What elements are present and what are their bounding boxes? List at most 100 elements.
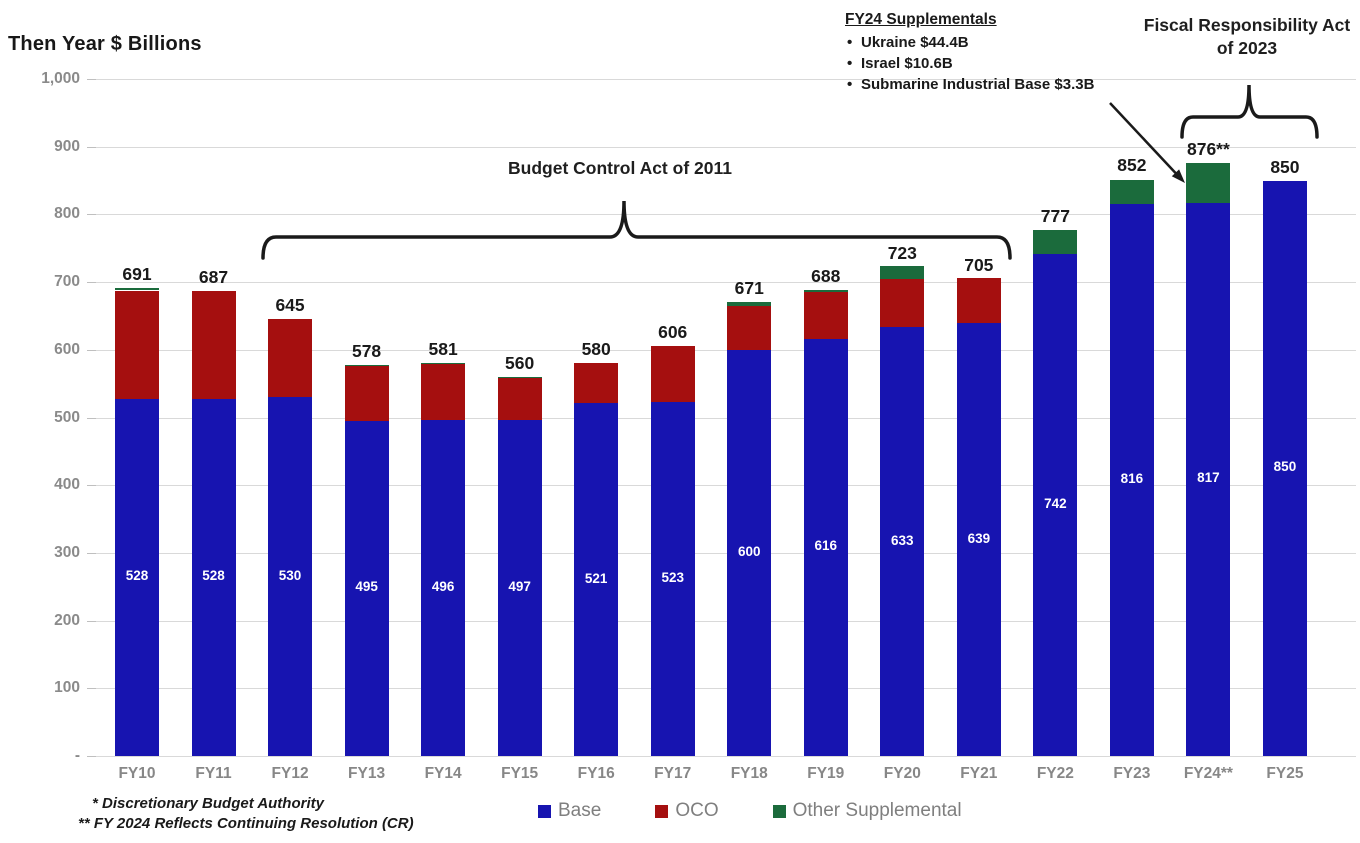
ytick-mark-900 — [87, 146, 96, 148]
fra-line1: Fiscal Responsibility Act — [1143, 15, 1351, 35]
gridline-800 — [96, 214, 1356, 216]
bar-FY12-base — [268, 397, 313, 756]
legend-label: OCO — [675, 800, 719, 821]
ytick-label-700: 700 — [54, 273, 80, 291]
fra-annotation-label: Fiscal Responsibility Act of 2023 — [1128, 14, 1360, 60]
ytick-label-0: - — [74, 747, 80, 764]
gridline-300 — [96, 552, 1356, 554]
bar-FY10-base — [115, 399, 159, 756]
ytick-label-600: 600 — [54, 340, 80, 358]
inbar-label-FY22: 742 — [1044, 495, 1067, 511]
gridline-700 — [96, 282, 1356, 284]
legend-swatch-other — [772, 804, 786, 818]
ytick-mark-1000 — [87, 79, 96, 80]
gridline-1000 — [96, 79, 1356, 80]
bar-FY23-other-supplemental — [1109, 180, 1154, 204]
inbar-label-FY14: 496 — [431, 579, 455, 595]
fy24-supplementals-list: Ukraine $44.4B Israel $10.6B Submarine I… — [845, 32, 1135, 95]
supplemental-item: Israel $10.6B — [845, 53, 1135, 74]
bar-FY10-other-supplemental — [115, 288, 159, 290]
ytick-mark-500 — [87, 417, 96, 419]
xtick-label-FY17: FY17 — [654, 765, 692, 782]
bar-FY15-other-supplemental — [497, 377, 542, 378]
bar-FY10-oco — [115, 291, 159, 399]
footnote-cr: ** FY 2024 Reflects Continuing Resolutio… — [78, 815, 414, 832]
total-label-FY25: 850 — [1270, 156, 1300, 177]
bar-FY18-base — [727, 350, 772, 756]
bar-FY23-base — [1109, 204, 1154, 756]
total-label-FY15: 560 — [505, 352, 535, 373]
ytick-mark-100 — [87, 688, 96, 690]
inbar-label-FY23: 816 — [1120, 470, 1144, 486]
gridline-900 — [96, 146, 1356, 148]
legend-label: Other Supplemental — [792, 800, 962, 821]
bar-FY20-base — [880, 327, 925, 756]
xtick-label-FY10: FY10 — [118, 765, 156, 782]
ytick-label-900: 900 — [54, 137, 80, 155]
chart-legend: Base OCO Other Supplemental — [538, 800, 962, 822]
bar-FY21-base — [956, 323, 1001, 756]
total-label-FY22: 777 — [1040, 205, 1070, 226]
bar-FY11-oco — [191, 291, 236, 399]
ytick-mark-600 — [87, 349, 96, 351]
ytick-label-800: 800 — [54, 205, 80, 223]
bar-FY14-other-supplemental — [421, 363, 466, 364]
gridline-0 — [96, 756, 1356, 757]
ytick-mark-200 — [87, 620, 96, 622]
footnotes: * Discretionary Budget Authority ** FY 2… — [78, 794, 414, 834]
total-label-FY21: 705 — [964, 254, 994, 275]
bar-FY11-base — [191, 399, 236, 756]
xtick-label-FY25: FY25 — [1266, 765, 1304, 782]
bar-FY21-oco — [956, 278, 1001, 323]
bar-FY16-oco — [574, 363, 619, 403]
xtick-label-FY20: FY20 — [883, 765, 921, 782]
footnote-discretionary: * Discretionary Budget Authority — [92, 795, 324, 812]
bar-FY19-oco — [803, 292, 848, 339]
fy24-supplementals-annotation: FY24 Supplementals Ukraine $44.4B Israel… — [845, 11, 1135, 95]
bar-FY20-other-supplemental — [880, 266, 925, 279]
inbar-label-FY10: 528 — [125, 568, 149, 584]
legend-swatch-base — [538, 804, 551, 818]
inbar-label-FY18: 600 — [737, 543, 761, 559]
legend-item-base: Base — [538, 800, 601, 822]
ytick-label-500: 500 — [54, 408, 80, 426]
xtick-label-FY18: FY18 — [730, 765, 768, 782]
total-label-FY24**: 876** — [1186, 138, 1230, 159]
xtick-label-FY21: FY21 — [960, 765, 998, 782]
xtick-label-FY15: FY15 — [501, 765, 539, 782]
bar-FY15-base — [497, 420, 542, 756]
bar-FY17-oco — [650, 346, 695, 402]
bar-FY13-oco — [344, 366, 389, 421]
inbar-label-FY16: 521 — [584, 570, 608, 586]
xtick-label-FY11: FY11 — [195, 765, 232, 782]
total-label-FY17: 606 — [658, 321, 688, 342]
bar-FY19-other-supplemental — [803, 290, 848, 292]
total-label-FY18: 671 — [734, 277, 764, 298]
ytick-label-400: 400 — [54, 476, 80, 494]
xtick-label-FY19: FY19 — [807, 765, 845, 782]
inbar-label-FY24**: 817 — [1197, 470, 1220, 486]
supplemental-item: Submarine Industrial Base $3.3B — [845, 74, 1135, 95]
inbar-label-FY11: 528 — [202, 568, 225, 584]
inbar-label-FY13: 495 — [355, 579, 378, 595]
bar-FY12-oco — [268, 319, 313, 397]
gridline-400 — [96, 485, 1356, 487]
bca-annotation-label: Budget Control Act of 2011 — [508, 158, 732, 178]
xtick-label-FY24**: FY24** — [1183, 765, 1233, 782]
inbar-label-FY21: 639 — [967, 530, 991, 546]
bar-FY16-base — [574, 403, 619, 756]
total-label-FY19: 688 — [811, 266, 841, 287]
legend-label: Base — [558, 800, 602, 821]
bar-FY20-oco — [880, 279, 925, 327]
legend-item-oco: OCO — [655, 800, 719, 822]
bar-FY22-other-supplemental — [1033, 230, 1078, 254]
gridline-600 — [96, 349, 1356, 351]
xtick-label-FY14: FY14 — [424, 765, 462, 782]
xtick-label-FY16: FY16 — [577, 765, 615, 782]
xtick-label-FY12: FY12 — [271, 765, 309, 782]
fra-brace — [1180, 84, 1319, 139]
ytick-mark-400 — [87, 485, 96, 487]
xtick-label-FY22: FY22 — [1036, 765, 1074, 782]
gridline-100 — [96, 688, 1356, 690]
total-label-FY10: 691 — [122, 264, 152, 285]
